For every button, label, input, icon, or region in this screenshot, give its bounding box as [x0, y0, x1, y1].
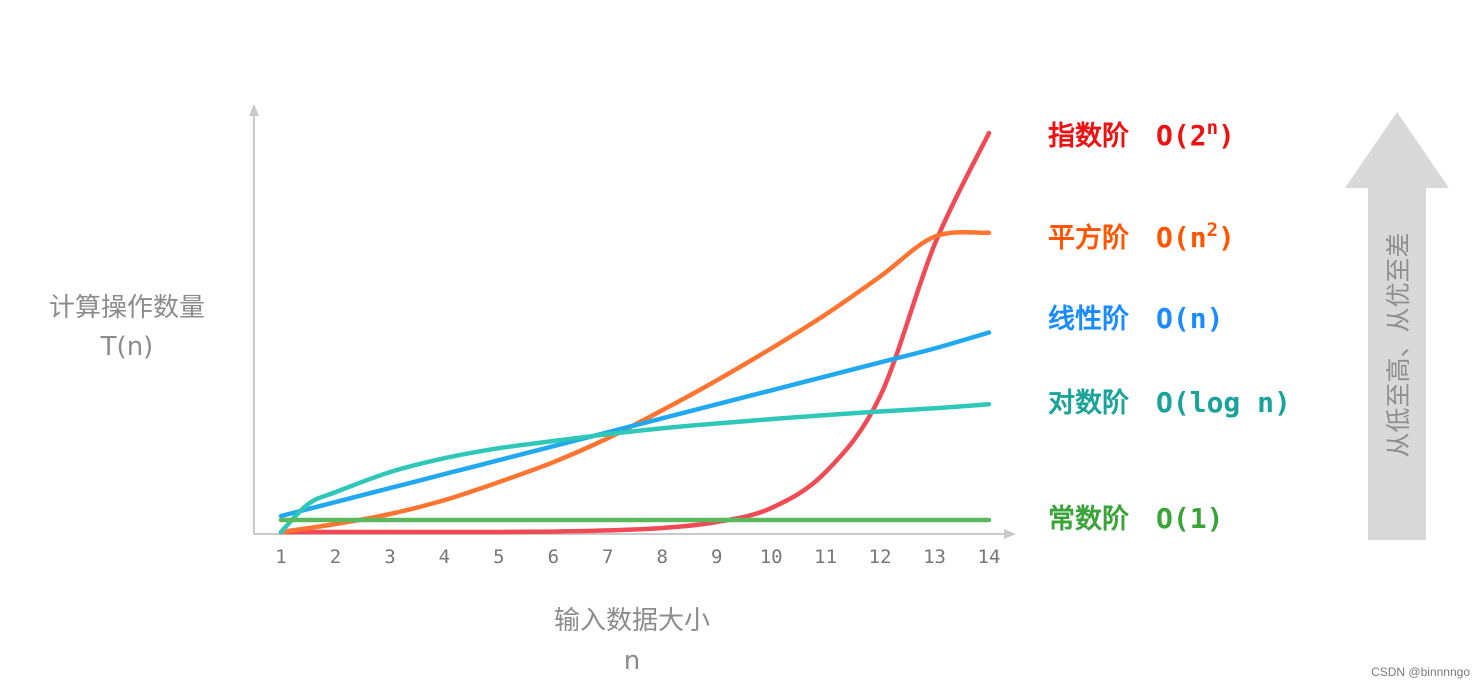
up-arrow-icon: [1345, 112, 1449, 540]
y-axis-arrowhead: [249, 104, 259, 116]
legend-name: 指数阶: [1048, 121, 1129, 152]
x-tick-label: 5: [493, 546, 504, 568]
series-lines: [278, 130, 992, 535]
series-line-logarithmic: [278, 402, 992, 535]
legend-name: 线性阶: [1048, 304, 1129, 335]
legend-item-constant: 常数阶 O(1): [1048, 497, 1223, 536]
series-line-linear: [278, 330, 992, 519]
x-tick-label: 8: [657, 546, 668, 568]
x-tick-label: 1: [275, 546, 286, 568]
watermark: CSDN @binnnngo: [1371, 665, 1470, 679]
x-tick-labels: 1 2 3 4 5 6 7 8 9 10 11 12 13 14: [275, 546, 1000, 568]
legend-name: 平方阶: [1048, 223, 1129, 254]
legend-expr: O(n): [1156, 302, 1224, 335]
x-axis-label-symbol: n: [623, 646, 641, 676]
legend-item-quadratic: 平方阶 O(n2): [1048, 216, 1235, 255]
y-axis-label-symbol: T(n): [100, 332, 154, 362]
legend-name: 对数阶: [1048, 388, 1129, 419]
legend-name: 常数阶: [1048, 504, 1129, 535]
x-axis-arrowhead: [1004, 529, 1016, 539]
legend-expr: O(2n): [1156, 117, 1235, 152]
series-line-quadratic: [278, 229, 992, 535]
x-tick-label: 2: [330, 546, 341, 568]
complexity-order-label: 从低至高、从优至差: [1384, 232, 1413, 458]
x-tick-label: 4: [439, 546, 450, 568]
x-tick-label: 7: [602, 546, 613, 568]
legend-item-exponential: 指数阶 O(2n): [1048, 114, 1235, 153]
x-tick-label: 3: [384, 546, 395, 568]
legend-expr: O(1): [1156, 502, 1224, 535]
x-tick-label: 11: [814, 546, 837, 568]
x-tick-label: 13: [923, 546, 946, 568]
x-tick-label: 6: [548, 546, 559, 568]
x-axis-label: 输入数据大小: [553, 606, 710, 636]
x-tick-label: 12: [869, 546, 892, 568]
legend-expr: O(log n): [1156, 386, 1291, 419]
x-tick-label: 9: [711, 546, 722, 568]
legend-item-linear: 线性阶 O(n): [1048, 297, 1223, 336]
y-axis-label: 计算操作数量: [48, 293, 205, 323]
legend-expr: O(n2): [1156, 219, 1235, 254]
legend-item-logarithmic: 对数阶 O(log n): [1048, 381, 1291, 420]
x-tick-label: 14: [978, 546, 1001, 568]
series-line-exponential: [278, 130, 992, 535]
x-tick-label: 10: [760, 546, 783, 568]
